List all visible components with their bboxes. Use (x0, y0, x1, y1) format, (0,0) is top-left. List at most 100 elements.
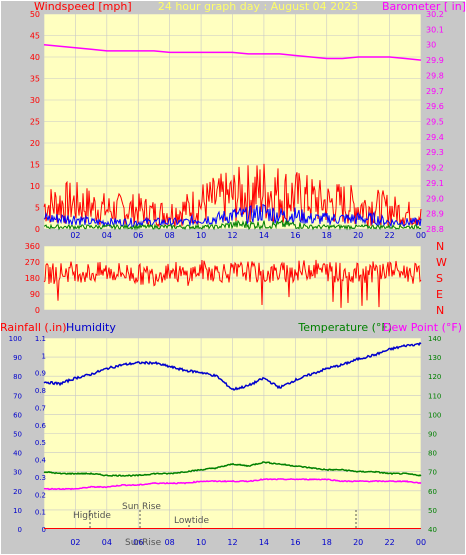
climate-x-tick-label: 14 (259, 538, 269, 547)
temperature-tick-label: 40 (428, 526, 437, 534)
temperature-tick-label: 70 (428, 469, 437, 477)
humidity-tick-label: 90 (13, 354, 22, 362)
rainfall-tick-label: 0.9 (35, 370, 46, 378)
windspeed-tick-label: 30 (30, 96, 40, 105)
temperature-tick-label: 100 (428, 411, 441, 419)
humidity-tick-label: 20 (13, 488, 22, 496)
wind-x-tick-label: 16 (290, 231, 300, 240)
temperature-series-line (43, 461, 422, 477)
barometer-tick-label: 29.5 (426, 118, 444, 127)
rainfall-tick-label: 1.1 (35, 335, 46, 343)
climate-x-tick-labels: 02 04 06 08 10 12 14 16 18 20 22 00 (70, 538, 426, 547)
climate-x-tick-label: 04 (102, 538, 112, 547)
barometer-tick-label: 28.9 (426, 210, 444, 219)
windspeed-tick-label: 5 (35, 204, 40, 213)
wind-calm-series-line (43, 219, 422, 231)
wind-series (43, 43, 422, 231)
windspeed-tick-label: 10 (30, 182, 40, 191)
direction-tick-label: 360 (25, 242, 40, 251)
humidity-tick-label: 0 (18, 526, 22, 534)
wind-x-tick-label: 10 (196, 231, 206, 240)
windspeed-tick-label: 20 (30, 139, 40, 148)
barometer-tick-label: 29.6 (426, 102, 444, 111)
barometer-tick-label: 29.8 (426, 71, 444, 80)
temperature-tick-label: 130 (428, 354, 441, 362)
wind-x-tick-label: 22 (384, 231, 394, 240)
climate-series (43, 341, 422, 529)
rainfall-tick-label: 0.6 (35, 422, 47, 430)
climate-x-tick-label: 12 (227, 538, 237, 547)
climate-x-tick-label: 10 (196, 538, 206, 547)
wind-x-tick-label: 12 (227, 231, 237, 240)
climate-x-tick-label: 18 (322, 538, 332, 547)
humidity-series-line (43, 341, 422, 391)
event-markers: Hightide Sun Rise Lowtide SunRise (73, 502, 357, 548)
wind-grid (43, 13, 422, 230)
compass-label: S (436, 272, 443, 285)
barometer-tick-label: 28.8 (426, 225, 444, 234)
windspeed-series-line (43, 163, 422, 228)
barometer-axis-title: Barometer [ in] (382, 0, 466, 13)
windspeed-tick-label: 40 (30, 53, 40, 62)
dewpoint-axis-title: Dew Point (°F) (383, 321, 462, 334)
wind-x-tick-label: 18 (322, 231, 332, 240)
wind-x-tick-label: 08 (165, 231, 175, 240)
barometer-tick-labels: 28.8 28.9 29.0 29.1 29.2 29.3 29.4 29.5 29.6 29.7… (426, 10, 444, 234)
rainfall-tick-label: 0 (42, 526, 46, 534)
humidity-tick-label: 30 (13, 469, 22, 477)
windspeed-tick-label: 25 (30, 118, 40, 127)
barometer-tick-label: 29.2 (426, 164, 444, 173)
direction-tick-label: 180 (25, 274, 40, 283)
climate-x-tick-label: 20 (353, 538, 363, 547)
windspeed-tick-label: 0 (35, 225, 40, 234)
temperature-tick-label: 140 (428, 335, 441, 343)
sunrise-axis-label: SunRise (125, 538, 162, 548)
wind-x-tick-labels: 02 04 06 08 10 12 14 16 18 20 22 00 (70, 231, 426, 240)
rainfall-tick-label: 0.1 (35, 509, 46, 517)
temperature-tick-labels: 40 50 60 70 80 90 100 110 120 130 140 (428, 335, 441, 534)
temperature-axis-title: Temperature (°F) (297, 321, 392, 334)
rainfall-tick-label: 0.7 (35, 404, 46, 412)
rainfall-tick-label: 0.8 (35, 387, 46, 395)
barometer-tick-label: 30.1 (426, 25, 444, 34)
barometer-tick-label: 29.0 (426, 194, 444, 203)
compass-label: E (436, 288, 443, 301)
windspeed-tick-label: 50 (30, 10, 40, 19)
humidity-tick-label: 40 (13, 450, 22, 458)
wind-x-tick-label: 02 (70, 231, 80, 240)
compass-label: N (436, 240, 444, 253)
wind-x-tick-label: 06 (133, 231, 143, 240)
direction-series (43, 259, 422, 308)
temperature-tick-label: 80 (428, 450, 437, 458)
rainfall-tick-labels: 0 0.1 0.2 0.3 0.4 0.5 0.6 0.7 0.8 0.9 1 1.1 (35, 335, 47, 534)
barometer-series-line (43, 43, 422, 61)
compass-label: W (436, 256, 447, 269)
temperature-tick-label: 60 (428, 488, 437, 496)
windspeed-tick-labels: 0 5 10 15 20 25 30 35 40 45 50 (30, 10, 40, 234)
wind-direction-series-line (43, 259, 422, 308)
barometer-tick-label: 29.7 (426, 87, 444, 96)
humidity-tick-label: 100 (9, 335, 22, 343)
sunrise-marker-label: Sun Rise (122, 502, 161, 512)
humidity-tick-label: 10 (13, 507, 22, 515)
compass-label: N (436, 304, 444, 317)
rainfall-tick-label: 0.3 (35, 474, 46, 482)
climate-x-tick-label: 22 (384, 538, 394, 547)
rainfall-tick-label: 0.5 (35, 439, 46, 447)
humidity-axis-title: Humidity (66, 321, 116, 334)
humidity-tick-label: 60 (13, 411, 22, 419)
direction-tick-label: 270 (25, 258, 40, 267)
barometer-tick-label: 30.2 (426, 10, 444, 19)
temperature-tick-label: 120 (428, 373, 441, 381)
barometer-tick-label: 29.4 (426, 133, 444, 142)
temperature-tick-label: 50 (428, 507, 437, 515)
climate-x-tick-label: 08 (165, 538, 175, 547)
rainfall-axis-title: Rainfall (.in) (0, 321, 67, 334)
humidity-tick-label: 70 (13, 392, 22, 400)
climate-x-tick-label: 06 (133, 538, 143, 547)
barometer-tick-label: 29.9 (426, 56, 444, 65)
windspeed-tick-label: 15 (30, 161, 40, 170)
